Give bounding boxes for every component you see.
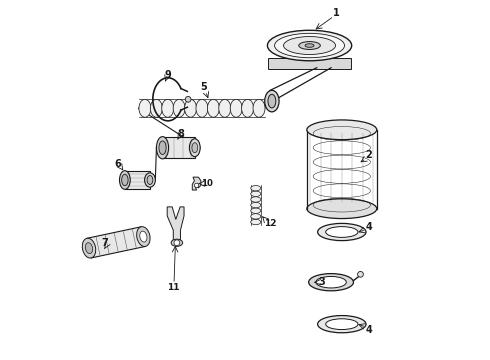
Ellipse shape — [307, 120, 377, 140]
Ellipse shape — [85, 243, 93, 253]
Ellipse shape — [316, 276, 346, 288]
Ellipse shape — [274, 33, 344, 58]
Ellipse shape — [219, 99, 231, 117]
Ellipse shape — [251, 219, 261, 225]
Ellipse shape — [326, 226, 358, 237]
Text: 3: 3 — [318, 277, 325, 287]
Ellipse shape — [268, 30, 352, 61]
Circle shape — [358, 271, 364, 277]
Ellipse shape — [145, 173, 155, 187]
Ellipse shape — [185, 99, 196, 117]
Text: 7: 7 — [102, 238, 108, 248]
Ellipse shape — [196, 99, 208, 117]
Ellipse shape — [326, 319, 358, 329]
Ellipse shape — [156, 136, 169, 159]
Text: 4: 4 — [366, 325, 372, 335]
Ellipse shape — [309, 274, 353, 291]
Ellipse shape — [120, 171, 130, 189]
Polygon shape — [87, 227, 146, 258]
Ellipse shape — [159, 141, 166, 154]
Ellipse shape — [207, 99, 220, 117]
Text: 4: 4 — [366, 222, 372, 231]
Ellipse shape — [242, 99, 254, 117]
Ellipse shape — [251, 197, 261, 202]
Polygon shape — [167, 207, 184, 243]
Circle shape — [174, 240, 180, 246]
Ellipse shape — [251, 208, 261, 213]
Ellipse shape — [251, 191, 261, 197]
Circle shape — [185, 96, 191, 102]
Polygon shape — [269, 58, 351, 69]
Ellipse shape — [82, 238, 96, 258]
Ellipse shape — [122, 174, 128, 186]
Ellipse shape — [284, 37, 336, 54]
Text: 10: 10 — [201, 179, 213, 188]
Ellipse shape — [230, 99, 242, 117]
Text: 5: 5 — [200, 82, 207, 93]
Ellipse shape — [251, 214, 261, 219]
Polygon shape — [163, 137, 195, 158]
Ellipse shape — [140, 231, 147, 242]
Ellipse shape — [307, 199, 377, 219]
Ellipse shape — [318, 224, 366, 240]
Ellipse shape — [253, 99, 265, 117]
Polygon shape — [192, 177, 201, 190]
Ellipse shape — [251, 185, 261, 191]
Polygon shape — [125, 171, 150, 189]
Text: 9: 9 — [165, 70, 172, 80]
Ellipse shape — [190, 139, 200, 157]
Ellipse shape — [265, 90, 279, 112]
Circle shape — [195, 183, 199, 188]
Ellipse shape — [268, 94, 276, 108]
Text: 12: 12 — [264, 219, 276, 228]
Ellipse shape — [137, 227, 150, 247]
Text: 1: 1 — [333, 8, 340, 18]
Text: 6: 6 — [114, 159, 121, 169]
Ellipse shape — [150, 99, 162, 117]
Ellipse shape — [299, 41, 320, 49]
Ellipse shape — [318, 316, 366, 333]
Ellipse shape — [251, 202, 261, 208]
Ellipse shape — [139, 99, 151, 117]
Ellipse shape — [162, 99, 174, 117]
Text: 11: 11 — [167, 283, 179, 292]
Ellipse shape — [305, 44, 314, 47]
Ellipse shape — [192, 143, 197, 153]
Text: 2: 2 — [366, 150, 372, 160]
Text: 8: 8 — [177, 129, 184, 139]
Ellipse shape — [171, 239, 183, 246]
Ellipse shape — [173, 99, 185, 117]
Ellipse shape — [147, 176, 153, 184]
